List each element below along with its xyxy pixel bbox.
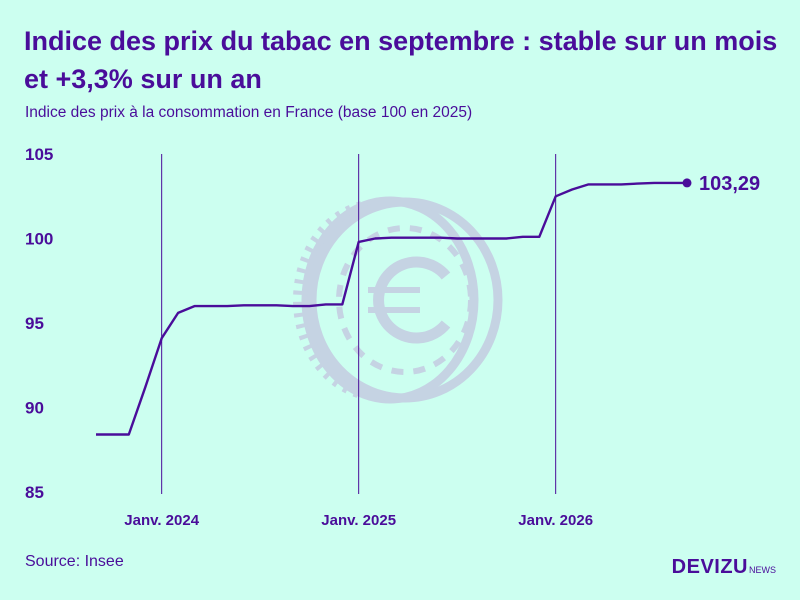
- y-tick-label: 90: [25, 399, 44, 418]
- coin-watermark-icon: [293, 196, 503, 404]
- x-tick-label: Janv. 2024: [124, 512, 199, 529]
- y-tick-label: 105: [25, 145, 53, 164]
- y-axis: 85 90 95 100 105: [25, 145, 53, 502]
- source-note: Source: Insee: [25, 553, 124, 570]
- series-line: [96, 181, 687, 436]
- y-tick-label: 85: [25, 483, 44, 502]
- chart-subtitle: Indice des prix à la consommation en Fra…: [25, 104, 473, 121]
- chart-title: Indice des prix du tabac en septembre : …: [24, 26, 778, 94]
- y-tick-label: 100: [25, 230, 53, 249]
- end-value-label: 103,29: [699, 173, 760, 195]
- x-tick-label: Janv. 2025: [321, 512, 396, 529]
- x-tick-label: Janv. 2026: [518, 512, 593, 529]
- series-layer: 103,29: [96, 173, 760, 436]
- y-tick-label: 95: [25, 314, 44, 333]
- end-point-marker: [682, 178, 692, 188]
- brand-name: DEVIZU: [671, 556, 748, 578]
- brand-suffix: NEWS: [749, 565, 776, 575]
- x-axis: Janv. 2024 Janv. 2025 Janv. 2026: [124, 154, 593, 529]
- brand-logo[interactable]: DEVIZUNEWS: [672, 556, 776, 579]
